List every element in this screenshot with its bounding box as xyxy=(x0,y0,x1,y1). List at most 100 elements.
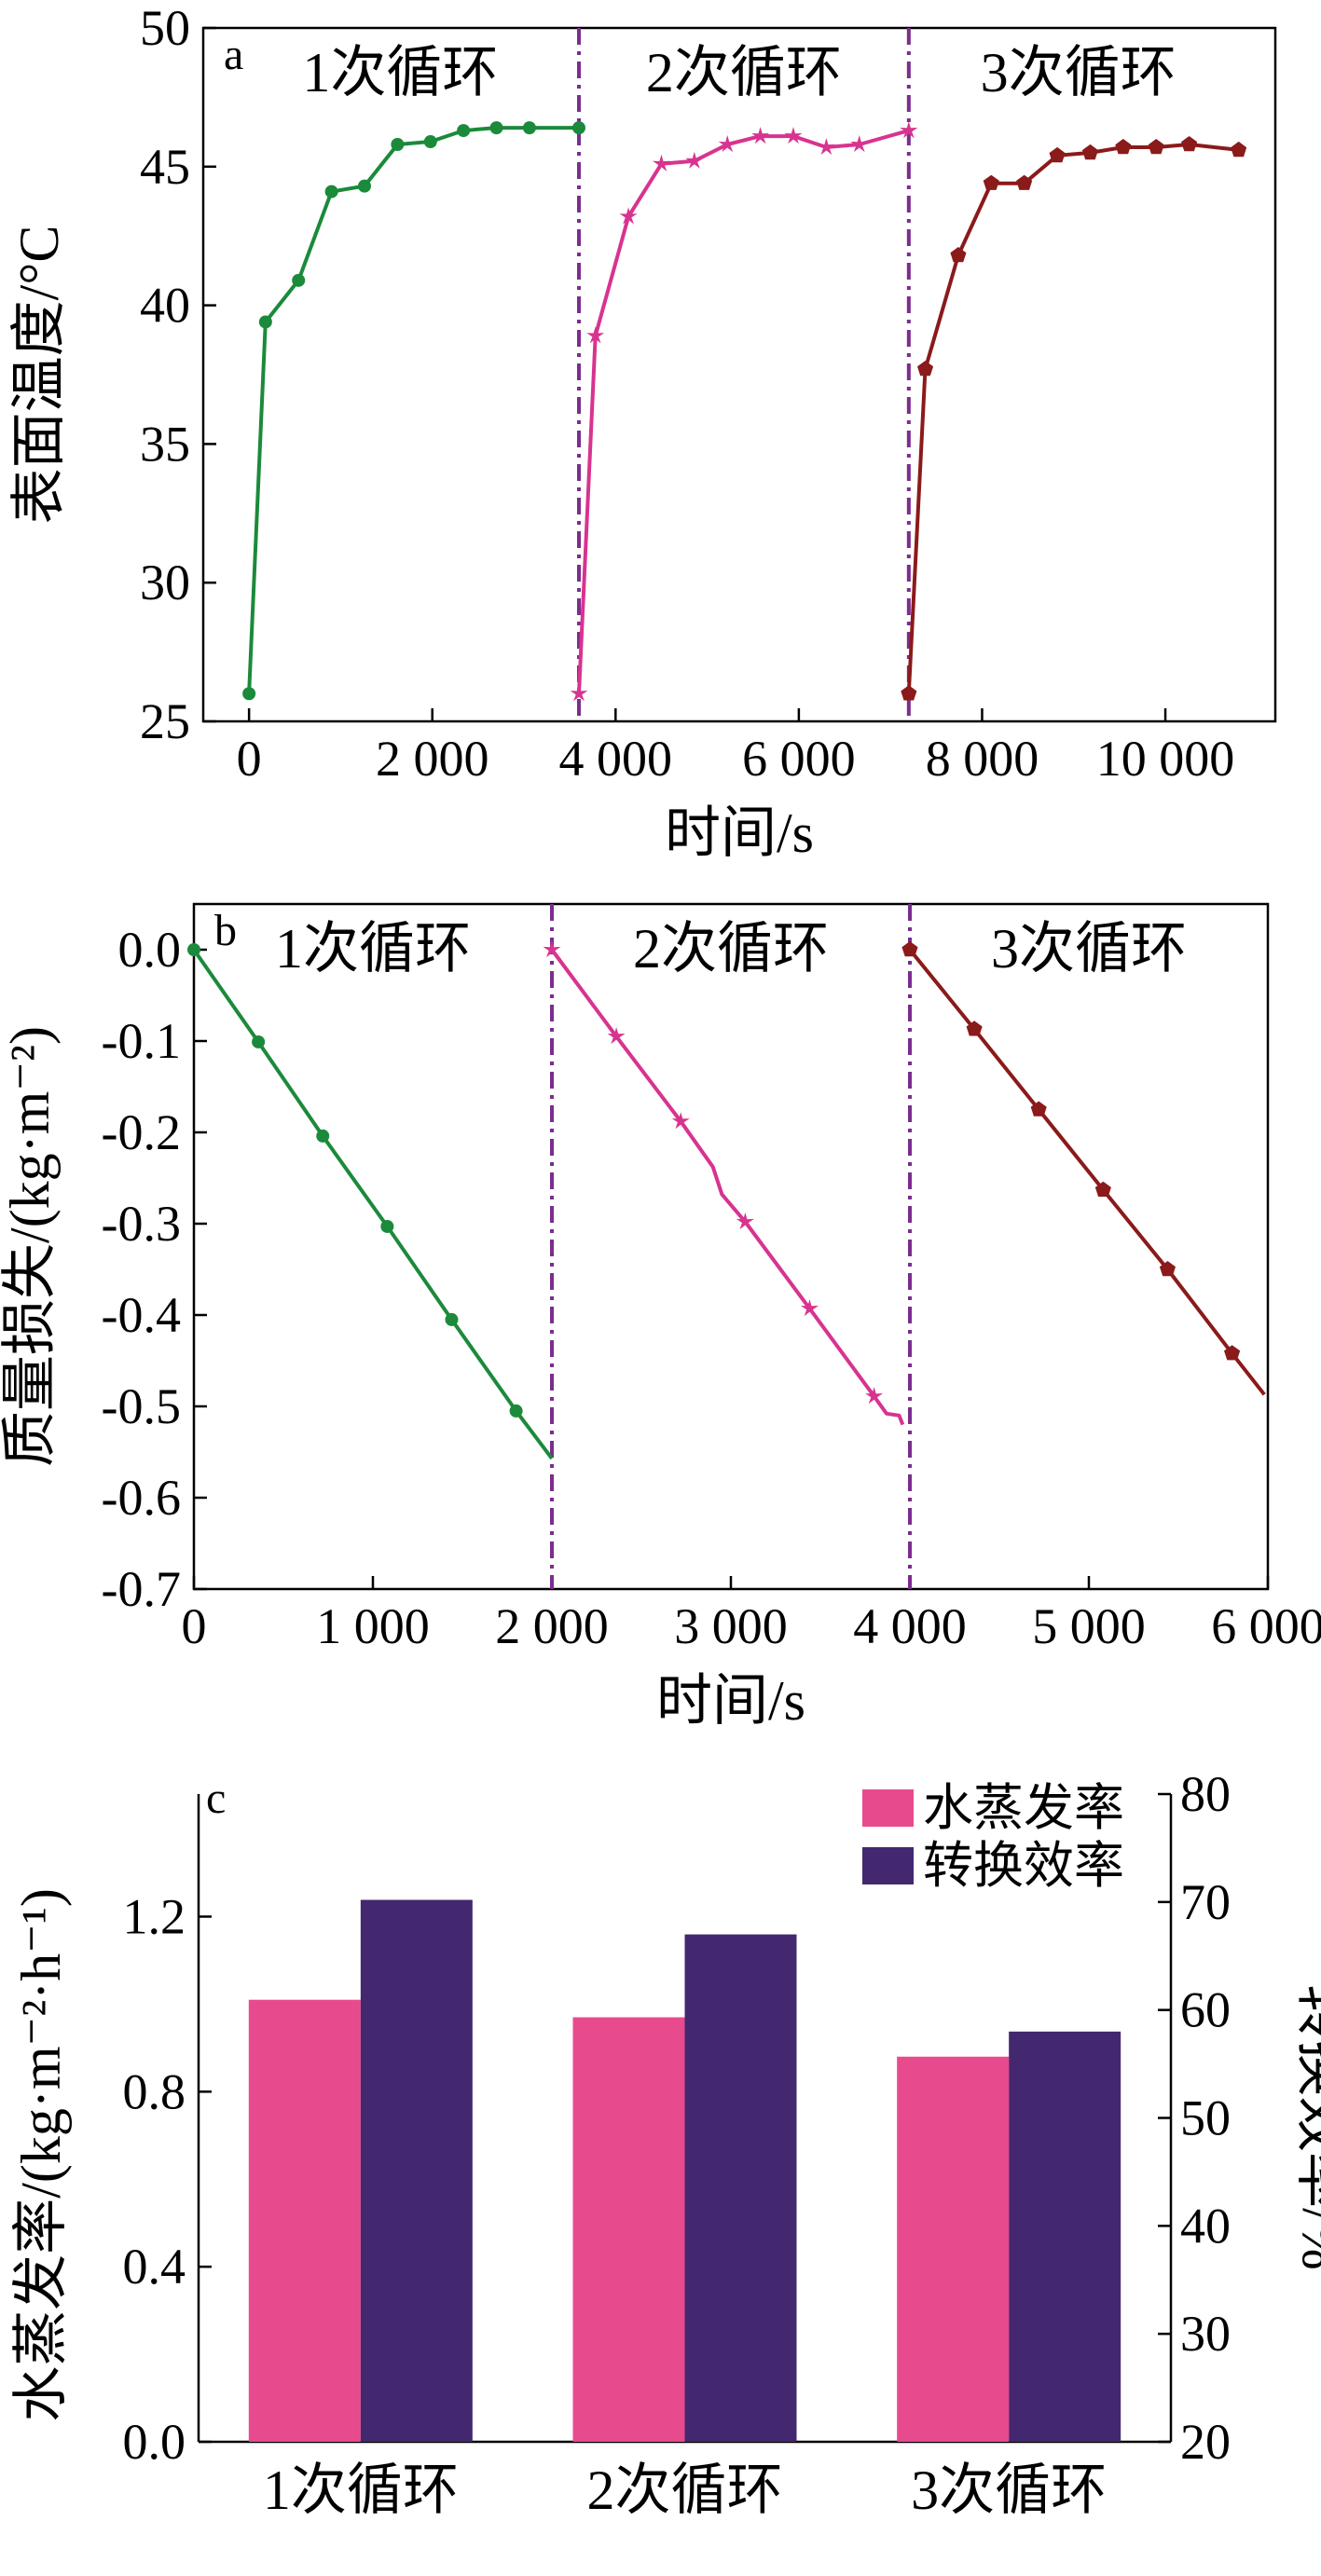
panel-letter: a xyxy=(224,30,243,79)
data-point-marker xyxy=(324,185,338,199)
data-point-marker xyxy=(865,1387,884,1404)
data-point-marker xyxy=(187,943,200,956)
data-point-marker xyxy=(1148,139,1164,155)
right-tick-label: 60 xyxy=(1180,1982,1231,2038)
panel-a-surface-temperature-chart: 0 2 000 4 000 6 000 8 000 10 000 25 30 35 40 45 50 时… xyxy=(8,0,1277,864)
data-point-marker xyxy=(445,1312,459,1326)
data-point-marker xyxy=(950,247,967,263)
data-point-marker xyxy=(1016,174,1033,190)
data-point-marker xyxy=(1030,1101,1047,1117)
data-point-marker xyxy=(607,1027,626,1045)
x-tick-label: 5 000 xyxy=(1032,1598,1146,1654)
y-tick-label: 30 xyxy=(140,555,190,610)
y-tick-label: 45 xyxy=(140,139,190,195)
data-point-marker xyxy=(736,1213,754,1230)
data-point-marker xyxy=(751,127,770,144)
plot-frame xyxy=(201,26,1277,723)
series-3 xyxy=(901,941,1266,1396)
x-tick-label: 4 000 xyxy=(853,1598,967,1654)
y-tick-label: 35 xyxy=(140,416,190,472)
left-tick-label: 1.2 xyxy=(123,1888,186,1944)
data-point-marker xyxy=(1049,146,1066,163)
data-point-marker xyxy=(850,135,869,153)
data-point-marker xyxy=(1094,1181,1111,1197)
right-tick-label: 70 xyxy=(1180,1874,1231,1930)
series-1 xyxy=(242,121,585,701)
data-point-marker xyxy=(292,273,306,287)
x-axis-label: 时间/s xyxy=(665,802,814,864)
data-point-marker xyxy=(801,1299,819,1317)
x-tick-label: 6 000 xyxy=(742,731,856,787)
series-2 xyxy=(570,121,918,702)
legend-label: 水蒸发率 xyxy=(923,1780,1124,1836)
left-axis-label: 水蒸发率/(kg·m⁻²·h⁻¹) xyxy=(10,1888,72,2422)
x-tick-label: 1 000 xyxy=(316,1598,430,1654)
right-tick-label: 30 xyxy=(1180,2306,1231,2362)
legend-swatch xyxy=(862,1789,914,1827)
data-point-marker xyxy=(619,207,638,225)
series-line xyxy=(192,948,554,1460)
x-tick-label: 2 000 xyxy=(376,731,489,787)
bar-conversion-efficiency xyxy=(1009,2031,1121,2442)
data-point-marker xyxy=(357,179,371,193)
right-tick-label: 80 xyxy=(1180,1766,1231,1822)
bar-evaporation-rate xyxy=(897,2056,1010,2442)
y-tick-label: -0.7 xyxy=(102,1561,181,1617)
cycle-label: 2次循环 xyxy=(646,42,842,103)
y-tick-label: -0.3 xyxy=(102,1196,181,1252)
data-point-marker xyxy=(983,174,999,190)
x-tick-label: 3 000 xyxy=(674,1598,788,1654)
x-category-label: 1次循环 xyxy=(263,2460,459,2521)
data-point-marker xyxy=(457,124,471,138)
data-point-marker xyxy=(718,135,736,153)
data-point-marker xyxy=(1181,136,1198,152)
y-tick-label: -0.4 xyxy=(102,1287,181,1343)
panel-letter: b xyxy=(214,906,237,955)
data-point-marker xyxy=(1115,139,1132,155)
left-tick-label: 0.8 xyxy=(123,2063,186,2119)
x-tick-label: 10 000 xyxy=(1096,731,1235,787)
data-point-marker xyxy=(901,941,918,957)
x-tick-label: 4 000 xyxy=(559,731,673,787)
series-line xyxy=(908,948,1266,1396)
bar-conversion-efficiency xyxy=(360,1899,473,2442)
data-point-marker xyxy=(522,121,536,135)
y-tick-label: 50 xyxy=(140,0,190,56)
series-line xyxy=(906,143,1239,694)
bar-evaporation-rate xyxy=(572,2017,685,2442)
data-point-marker xyxy=(543,940,561,958)
legend-label: 转换效率 xyxy=(923,1838,1124,1894)
data-point-marker xyxy=(1224,1345,1241,1361)
series-line xyxy=(247,126,579,694)
data-point-marker xyxy=(489,121,503,135)
data-point-marker xyxy=(671,1112,690,1130)
x-tick-label: 0 xyxy=(182,1598,207,1654)
left-tick-label: 0.4 xyxy=(123,2239,186,2295)
bar-conversion-efficiency xyxy=(684,1934,797,2442)
x-category-label: 3次循环 xyxy=(911,2460,1107,2521)
data-point-marker xyxy=(901,685,917,701)
data-point-marker xyxy=(509,1404,523,1418)
x-tick-label: 0 xyxy=(237,731,262,787)
cycle-label: 3次循环 xyxy=(991,918,1187,980)
data-point-marker xyxy=(1159,1261,1176,1277)
x-tick-label: 6 000 xyxy=(1211,1598,1321,1654)
data-point-marker xyxy=(966,1021,983,1036)
x-category-label: 2次循环 xyxy=(587,2460,783,2521)
panel-letter: c xyxy=(206,1774,226,1823)
data-point-marker xyxy=(685,151,704,169)
data-point-marker xyxy=(571,121,585,135)
y-tick-label: 25 xyxy=(140,693,190,749)
data-point-marker xyxy=(1231,141,1247,158)
series-2 xyxy=(543,940,905,1426)
y-tick-label: 0.0 xyxy=(118,922,182,978)
x-tick-label: 8 000 xyxy=(926,731,1039,787)
data-point-marker xyxy=(380,1219,394,1233)
right-tick-label: 40 xyxy=(1180,2198,1231,2254)
cycle-label: 2次循环 xyxy=(633,918,829,980)
legend-swatch xyxy=(862,1847,914,1884)
y-tick-label: -0.1 xyxy=(102,1013,181,1069)
plot-frame xyxy=(192,902,1270,1591)
left-tick-label: 0.0 xyxy=(123,2414,186,2470)
